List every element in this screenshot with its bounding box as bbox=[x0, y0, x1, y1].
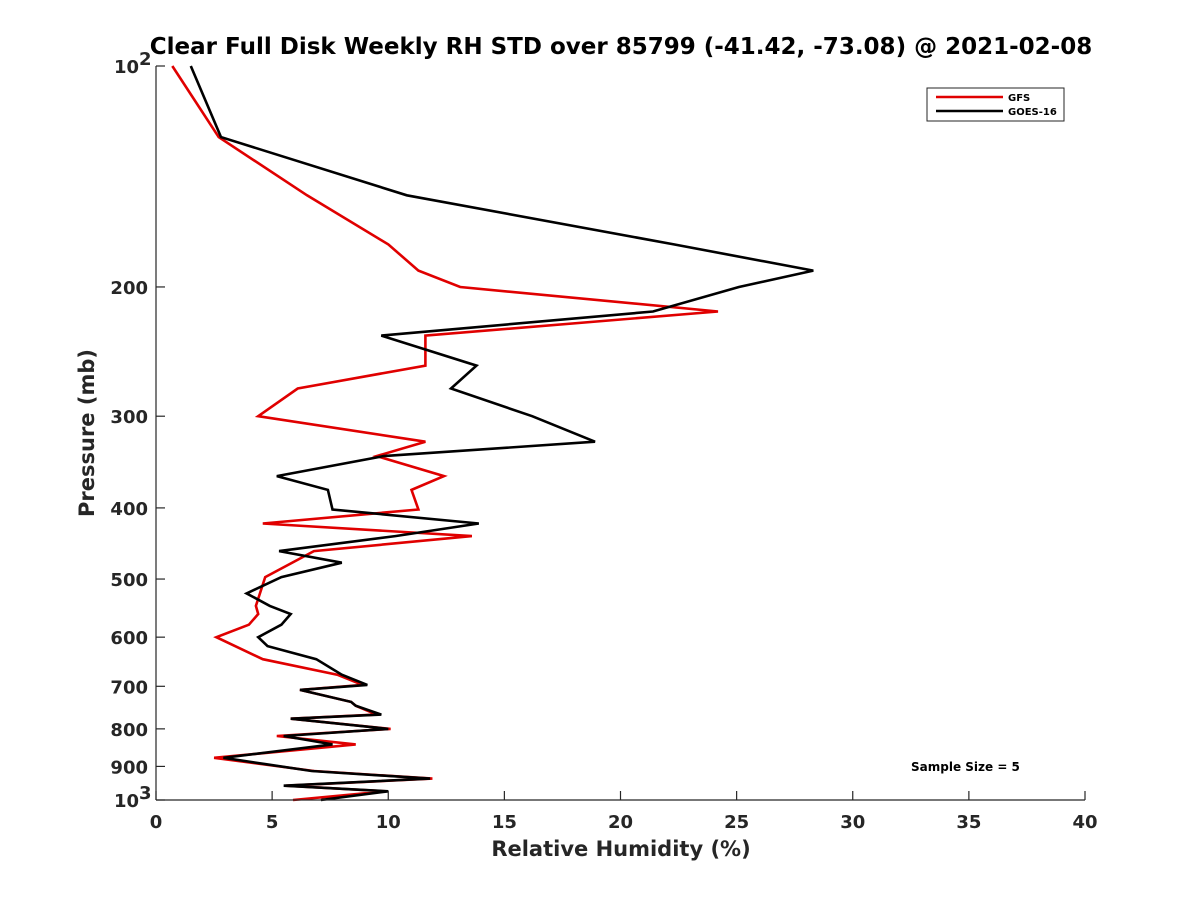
y-axis-label: Pressure (mb) bbox=[75, 349, 99, 517]
x-tick-label: 35 bbox=[956, 812, 981, 833]
legend: GFS GOES-16 bbox=[926, 87, 1065, 122]
y-tick-label: 200 bbox=[110, 278, 148, 299]
y-tick-label: 500 bbox=[110, 570, 148, 591]
x-tick-label: 20 bbox=[608, 812, 633, 833]
x-tick-label: 0 bbox=[150, 812, 163, 833]
chart-title: Clear Full Disk Weekly RH STD over 85799… bbox=[150, 34, 1092, 60]
y-tick-label: 800 bbox=[110, 720, 148, 741]
x-tick-label: 30 bbox=[840, 812, 865, 833]
y-tick-label: 400 bbox=[110, 499, 148, 520]
y-tick-label: 10 bbox=[114, 791, 139, 812]
x-axis-label: Relative Humidity (%) bbox=[491, 837, 750, 861]
y-tick-exponent: 2 bbox=[139, 49, 152, 70]
x-tick-label: 25 bbox=[724, 812, 749, 833]
legend-label-gfs: GFS bbox=[1008, 93, 1030, 104]
x-tick-label: 10 bbox=[376, 812, 401, 833]
x-tick-label: 15 bbox=[492, 812, 517, 833]
y-tick-label: 300 bbox=[110, 407, 148, 428]
x-tick-label: 40 bbox=[1072, 812, 1097, 833]
y-tick-exponent: 3 bbox=[139, 783, 152, 804]
y-tick-label: 10 bbox=[114, 57, 139, 78]
sample-size-annotation: Sample Size = 5 bbox=[911, 760, 1020, 774]
series-line-goes-16 bbox=[189, 65, 814, 802]
series-layer bbox=[171, 65, 814, 802]
y-tick-label: 700 bbox=[110, 677, 148, 698]
x-tick-label: 5 bbox=[266, 812, 279, 833]
plot-background bbox=[156, 66, 1085, 800]
legend-box bbox=[926, 87, 1065, 122]
y-tick-label: 600 bbox=[110, 628, 148, 649]
y-tick-label: 900 bbox=[110, 757, 148, 778]
legend-label-goes-16: GOES-16 bbox=[1008, 107, 1057, 118]
plot-area bbox=[156, 66, 1085, 800]
